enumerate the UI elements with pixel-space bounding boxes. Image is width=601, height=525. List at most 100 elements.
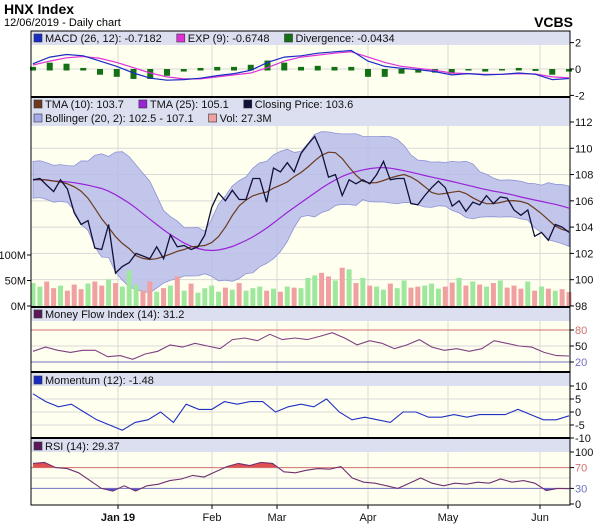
divergence-bar <box>465 69 472 71</box>
volume-bar <box>243 290 249 306</box>
volume-bar <box>346 269 352 306</box>
volume-bar <box>408 287 414 306</box>
macd-ytick-label: 2 <box>575 38 581 50</box>
price-ytick-label: 106 <box>575 196 593 208</box>
momentum-ytick-label: 0 <box>575 407 581 419</box>
volume-bar <box>449 282 455 306</box>
rsi-ytick-label: 30 <box>575 483 587 495</box>
price-ytick-label: 100 <box>575 275 593 287</box>
x-tick-label: Feb <box>203 512 222 524</box>
macd-line <box>32 49 570 81</box>
volume-bar <box>484 286 490 306</box>
rsi-legend-swatch <box>33 441 43 451</box>
macd-ytick-label: -2 <box>575 90 585 102</box>
volume-bar <box>298 288 304 306</box>
volume-bar <box>264 290 270 306</box>
volume-bar <box>167 285 173 306</box>
divergence-bar <box>113 69 120 77</box>
mfi-line <box>32 332 570 360</box>
divergence-bar <box>130 69 137 79</box>
divergence-bar <box>80 67 87 71</box>
mfi-legend-band <box>31 307 570 321</box>
volume-bar <box>312 275 318 306</box>
divergence-bar <box>97 69 103 75</box>
volume-bar <box>525 281 531 306</box>
mfi-ytick-label: 20 <box>575 357 587 369</box>
chart-subtitle: 12/06/2019 - Daily chart <box>4 17 121 29</box>
rsi-ytick-label: 100 <box>575 447 593 459</box>
volume-bar <box>277 291 283 306</box>
volume-tick-label: 50M <box>5 276 26 288</box>
price-legend-label: TMA (25): 105.1 <box>150 99 229 111</box>
volume-bar <box>477 284 483 306</box>
volume-bar <box>545 288 551 306</box>
volume-bar <box>305 277 311 306</box>
volume-bar <box>154 291 160 306</box>
volume-bar <box>367 285 373 306</box>
divergence-bar <box>30 66 36 71</box>
volume-bar <box>30 283 36 306</box>
mfi-ytick-label: 80 <box>575 325 587 337</box>
volume-bar <box>360 277 366 306</box>
momentum-ytick-label: 5 <box>575 394 581 406</box>
volume-bar <box>85 283 91 306</box>
brand-label: VCBS <box>534 14 573 30</box>
rsi-legend-band <box>31 438 570 452</box>
price-legend-label: Closing Price: 103.6 <box>255 99 353 111</box>
volume-bar <box>284 286 290 306</box>
mfi-ytick-label: 50 <box>575 341 587 353</box>
macd-legend-label: EXP (9): -0.6748 <box>188 33 270 45</box>
bollinger-band <box>32 131 570 294</box>
rsi-ytick-label: 70 <box>575 463 587 475</box>
divergence-bar <box>231 66 237 71</box>
volume-bar <box>380 289 386 306</box>
x-tick-label: May <box>438 512 459 524</box>
volume-bar <box>133 284 139 306</box>
price-legend-swatch <box>33 113 43 123</box>
volume-bar <box>332 280 338 306</box>
rsi-line <box>32 461 570 492</box>
volume-bar <box>37 286 43 306</box>
volume-bar <box>325 276 331 306</box>
macd-legend-swatch <box>33 33 43 43</box>
volume-bar <box>161 288 167 306</box>
mfi-legend-swatch <box>33 309 43 319</box>
volume-bar <box>216 291 222 306</box>
divergence-bar <box>398 69 405 74</box>
momentum-legend-swatch <box>33 375 43 385</box>
price-legend-band <box>31 97 570 126</box>
volume-bar <box>257 286 263 306</box>
volume-bar <box>504 287 510 306</box>
divergence-bar <box>549 69 556 75</box>
volume-bar <box>229 289 235 306</box>
divergence-bar <box>46 62 53 71</box>
price-ytick-label: 104 <box>575 222 593 234</box>
volume-bar <box>470 281 476 306</box>
divergence-bar <box>482 69 489 72</box>
volume-bar <box>339 267 345 306</box>
volume-bar <box>566 292 572 306</box>
divergence-bar <box>415 69 422 73</box>
momentum-ytick-label: -5 <box>575 420 585 432</box>
price-legend-swatch <box>138 99 148 109</box>
divergence-bar <box>348 66 355 71</box>
divergence-bar <box>281 62 288 71</box>
volume-bar <box>374 286 380 306</box>
volume-bar <box>92 281 98 306</box>
volume-bar <box>195 292 201 306</box>
x-tick-label: Mar <box>268 512 287 524</box>
rsi-ytick-label: 0 <box>575 499 581 511</box>
volume-bar <box>422 285 428 306</box>
momentum-line <box>32 393 570 431</box>
volume-bar <box>78 289 84 306</box>
tma-25-line <box>32 166 570 252</box>
divergence-bar <box>247 64 254 71</box>
volume-bar <box>291 287 297 306</box>
volume-bar <box>559 289 565 306</box>
volume-bar <box>57 285 63 306</box>
price-legend-label: Vol: 27.3M <box>220 113 272 125</box>
tma-10-line <box>32 151 570 261</box>
divergence-bar <box>365 69 371 77</box>
